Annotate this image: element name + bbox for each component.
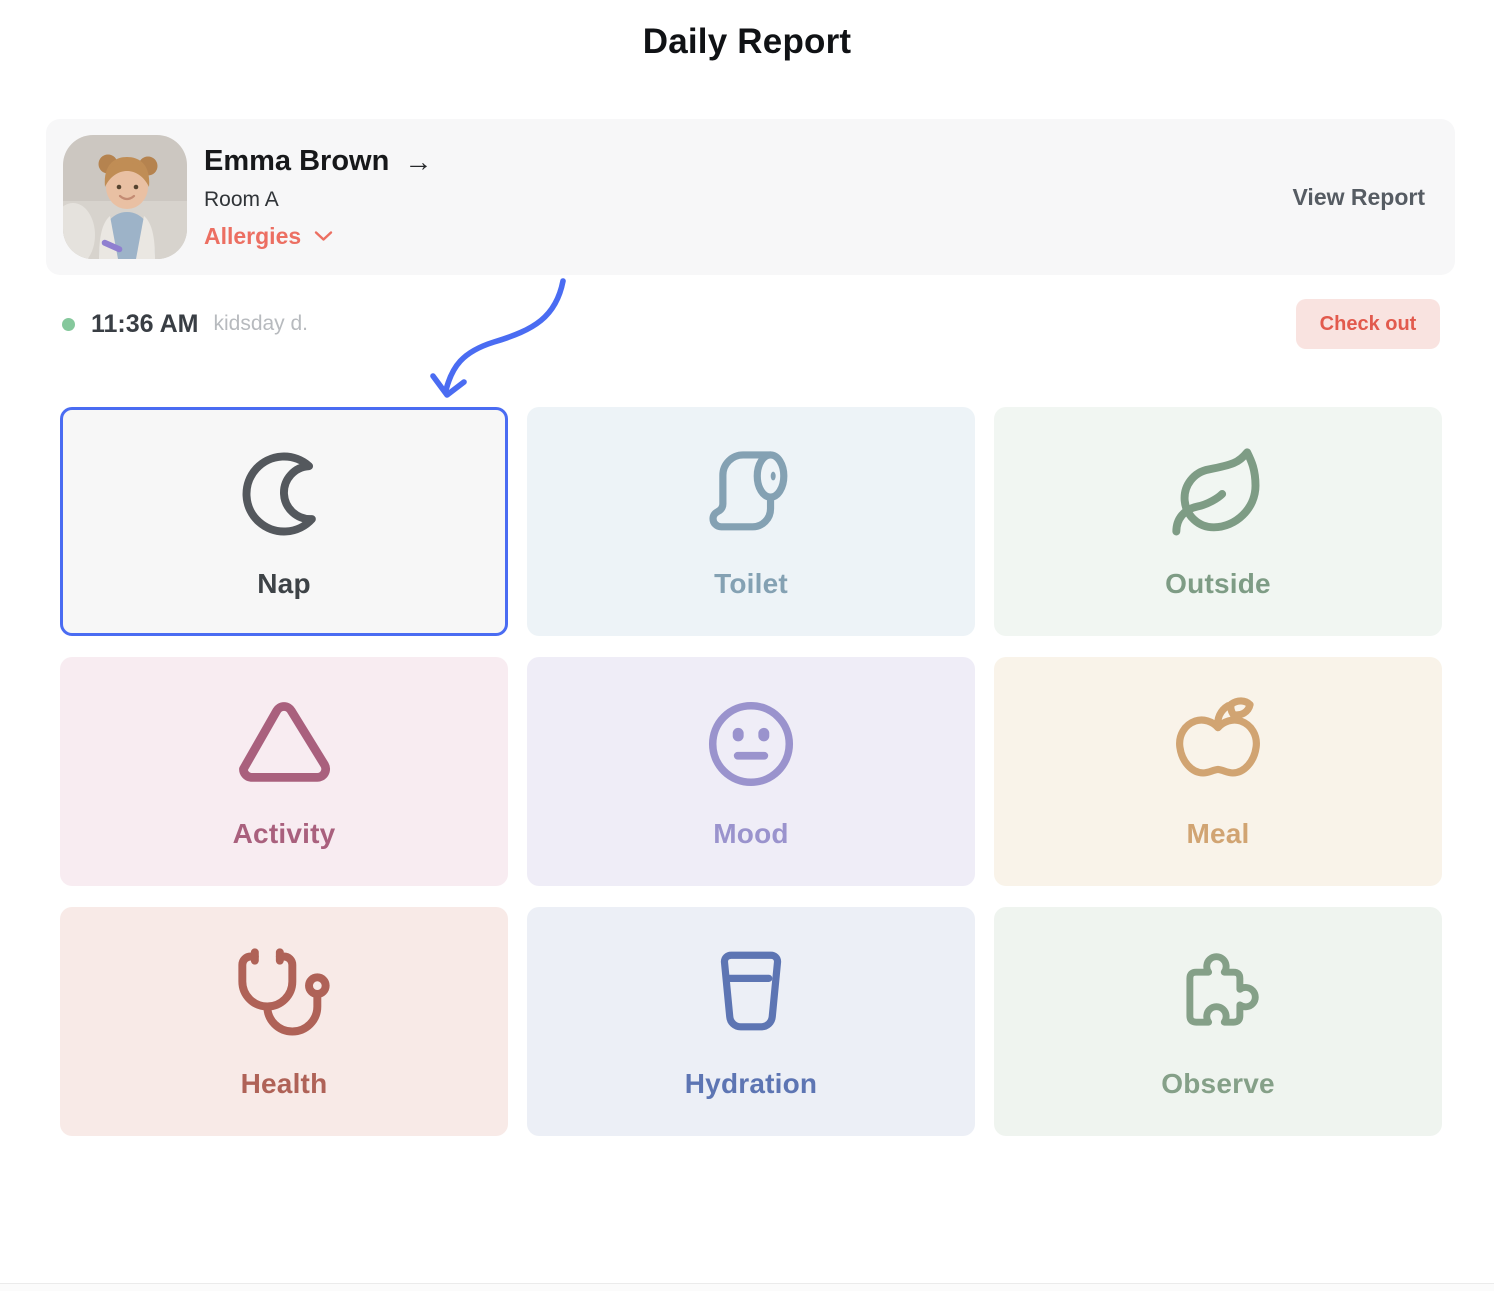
- bottom-divider: [0, 1283, 1494, 1291]
- child-name: Emma Brown: [204, 144, 390, 177]
- child-card: Emma Brown → Room A Allergies View Repor…: [46, 119, 1455, 275]
- tile-label: Outside: [1165, 568, 1271, 599]
- tile-outside[interactable]: Outside: [994, 407, 1442, 636]
- status-dot-icon: [62, 317, 75, 331]
- neutral-face-icon: [701, 694, 801, 794]
- stethoscope-icon: [234, 944, 334, 1044]
- checkin-source: kidsday d.: [213, 312, 309, 335]
- view-report-button[interactable]: View Report: [1292, 183, 1426, 210]
- apple-icon: [1168, 694, 1268, 794]
- tile-label: Toilet: [714, 568, 788, 599]
- check-out-button[interactable]: Check out: [1296, 299, 1440, 349]
- child-info: Emma Brown → Room A Allergies: [204, 145, 432, 250]
- puzzle-icon: [1168, 944, 1268, 1044]
- toilet-paper-icon: [701, 444, 801, 544]
- leaf-icon: [1168, 444, 1268, 544]
- tile-label: Health: [240, 1068, 328, 1099]
- allergies-toggle[interactable]: Allergies: [204, 223, 432, 250]
- allergies-label: Allergies: [204, 222, 302, 249]
- tile-label: Nap: [257, 568, 311, 599]
- child-photo: [63, 135, 187, 259]
- chevron-down-icon: [314, 231, 333, 241]
- room-label: Room A: [204, 187, 279, 211]
- status-row: 11:36 AM kidsday d. Check out: [62, 299, 1440, 349]
- moon-icon: [234, 444, 334, 544]
- page-title: Daily Report: [642, 22, 852, 61]
- tile-mood[interactable]: Mood: [527, 657, 975, 886]
- child-avatar: [63, 135, 187, 259]
- child-name-link[interactable]: Emma Brown →: [204, 145, 432, 178]
- tile-meal[interactable]: Meal: [994, 657, 1442, 886]
- tile-activity[interactable]: Activity: [60, 657, 508, 886]
- glass-icon: [701, 944, 801, 1044]
- tile-label: Observe: [1161, 1068, 1275, 1099]
- tile-label: Hydration: [684, 1068, 818, 1099]
- arrow-right-icon: →: [404, 146, 433, 177]
- report-tiles-grid: Nap Toilet Outside Activity Mood Meal Health Hy…: [60, 407, 1442, 1136]
- tile-observe[interactable]: Observe: [994, 907, 1442, 1136]
- tile-toilet[interactable]: Toilet: [527, 407, 975, 636]
- triangle-icon: [234, 694, 334, 794]
- tile-nap[interactable]: Nap: [60, 407, 508, 636]
- tile-label: Activity: [232, 818, 336, 849]
- tile-label: Mood: [713, 818, 789, 849]
- tile-health[interactable]: Health: [60, 907, 508, 1136]
- checkin-time: 11:36 AM: [91, 309, 199, 338]
- tile-hydration[interactable]: Hydration: [527, 907, 975, 1136]
- tile-label: Meal: [1186, 818, 1250, 849]
